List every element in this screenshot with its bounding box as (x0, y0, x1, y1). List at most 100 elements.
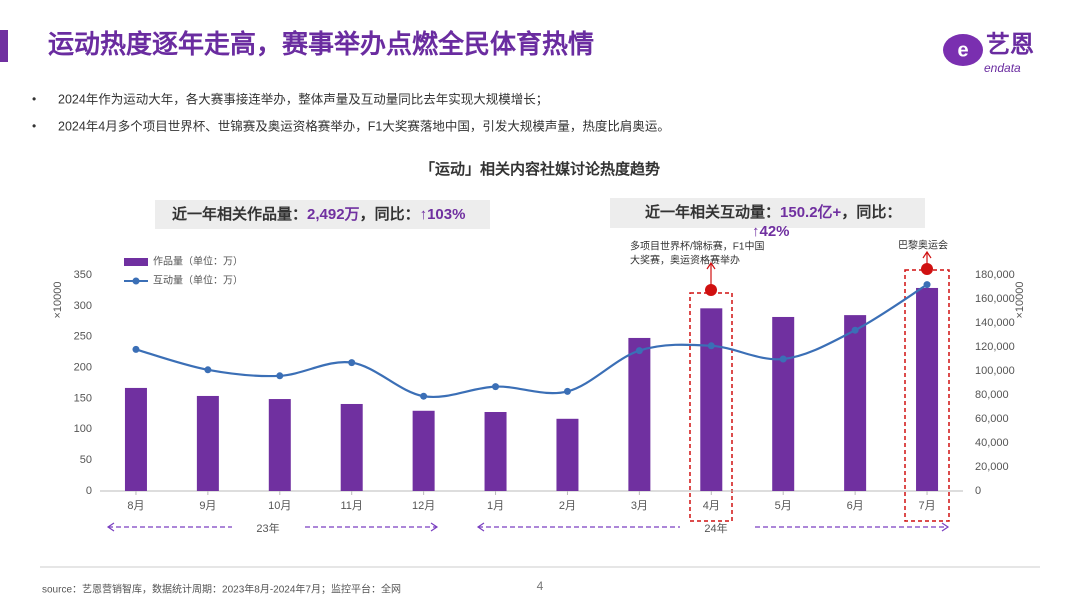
x-tick-label: 4月 (703, 500, 720, 512)
bullet-dot: • (32, 92, 36, 106)
period-label: 23年 (256, 521, 279, 535)
line-point (635, 347, 643, 355)
bullet-dot: • (32, 119, 36, 133)
line-point (276, 372, 284, 380)
legend-swatch (132, 277, 140, 285)
y2-tick-label: 100,000 (975, 365, 1015, 377)
legend-label: 互动量（单位：万） (153, 274, 243, 287)
callout-value: ↑42% (752, 223, 790, 240)
line-point (923, 281, 931, 289)
x-tick-label: 10月 (268, 500, 291, 512)
x-tick-label: 8月 (127, 500, 144, 512)
logo: e 艺恩 endata (943, 31, 1034, 75)
annotation: 巴黎奥运会 (898, 239, 948, 252)
callout: 近一年相关互动量：150.2亿+，同比： (645, 203, 901, 221)
bar (196, 395, 219, 491)
page-number: 4 (537, 579, 544, 593)
arrow-head (922, 250, 932, 259)
line-point (204, 366, 212, 374)
y-tick-label: 250 (74, 331, 92, 343)
x-tick-label: 7月 (918, 500, 935, 512)
line-point (420, 392, 428, 400)
y2-tick-label: 160,000 (975, 293, 1015, 305)
logo-mark (943, 34, 983, 66)
callout-label: 近一年相关互动量： (645, 203, 780, 221)
x-tick-label: 6月 (847, 500, 864, 512)
line-point (563, 387, 571, 395)
bar (844, 315, 867, 491)
callout-box (610, 198, 925, 228)
arrow-head (706, 261, 716, 270)
slide-title: 运动热度逐年走高，赛事举办点燃全民体育热情 (48, 29, 594, 59)
callout: 近一年相关作品量：2,492万，同比：↑103% (172, 205, 465, 223)
annotation: 多项目世界杯/锦标赛，F1中国 (630, 240, 764, 253)
x-tick-label: 9月 (199, 500, 216, 512)
callout-value: 150.2亿+ (780, 203, 842, 221)
bar (628, 337, 651, 491)
highlight-dot (921, 263, 933, 275)
y-tick-label: 50 (80, 454, 92, 466)
x-tick-label: 1月 (487, 500, 504, 512)
y2-tick-label: 60,000 (975, 413, 1009, 425)
chart-title: 「运动」相关内容社媒讨论热度趋势 (420, 160, 660, 178)
x-tick-label: 12月 (412, 500, 435, 512)
y-tick-label: 150 (74, 392, 92, 404)
bar (268, 399, 291, 491)
arrow-head (430, 522, 439, 532)
x-tick-label: 5月 (775, 500, 792, 512)
y2-tick-label: 40,000 (975, 437, 1009, 449)
y-tick-label: 350 (74, 269, 92, 281)
bar (556, 418, 579, 491)
line-point (348, 359, 356, 367)
y-tick-label: 200 (74, 361, 92, 373)
logo-cn: 艺恩 (986, 31, 1034, 58)
x-tick-label: 3月 (631, 500, 648, 512)
y2-tick-label: 180,000 (975, 269, 1015, 281)
y2-tick-label: 20,000 (975, 461, 1009, 473)
y-axis-label: ×10000 (52, 281, 64, 318)
period-label: 24年 (704, 521, 727, 535)
arrow-head (476, 522, 485, 532)
highlight-7 (904, 250, 950, 522)
arrow-head (106, 522, 115, 532)
logo-glyph: e (957, 39, 968, 61)
y-tick-label: 0 (86, 485, 92, 497)
y2-tick-label: 120,000 (975, 341, 1015, 353)
line-point (492, 383, 500, 391)
logo-en: endata (984, 61, 1021, 75)
bar (772, 316, 795, 491)
callout-value: 2,492万 (307, 206, 360, 223)
bar (124, 387, 147, 491)
bullet: 2024年作为运动大年，各大赛事接连举办，整体声量及互动量同比去年实现大规模增长… (58, 91, 548, 106)
title-accent (0, 30, 8, 62)
callout-value: ↑103% (420, 206, 466, 223)
legend-label: 作品量（单位：万） (153, 255, 243, 268)
x-tick-label: 11月 (340, 500, 362, 512)
highlight-4 (689, 261, 733, 522)
bar (340, 403, 363, 491)
bar (700, 308, 723, 491)
bar (484, 412, 507, 491)
bullet: 2024年4月多个项目世界杯、世锦赛及奥运资格赛举办，F1大奖赛落地中国，引发大… (58, 118, 670, 133)
callout-box (155, 200, 490, 229)
y-tick-label: 300 (74, 300, 92, 312)
footer-source: source：艺恩营销智库，数据统计周期：2023年8月-2024年7月；监控平… (42, 583, 401, 596)
y-tick-label: 100 (74, 423, 92, 435)
callout-label: ，同比： (360, 205, 420, 223)
x-tick-label: 2月 (559, 500, 576, 512)
y2-axis-label: ×10000 (1014, 281, 1026, 318)
line-point (779, 355, 787, 363)
bar (412, 410, 435, 491)
line-point (707, 342, 715, 350)
line-point (851, 326, 859, 334)
y2-tick-label: 80,000 (975, 389, 1009, 401)
annotation: 大奖赛，奥运资格赛举办 (630, 254, 740, 267)
callout-label: 近一年相关作品量： (172, 205, 307, 223)
arrow-head (941, 522, 950, 532)
line (135, 283, 928, 399)
y2-tick-label: 140,000 (975, 317, 1015, 329)
highlight-dot (705, 284, 717, 296)
callout-label: ，同比： (841, 203, 901, 221)
